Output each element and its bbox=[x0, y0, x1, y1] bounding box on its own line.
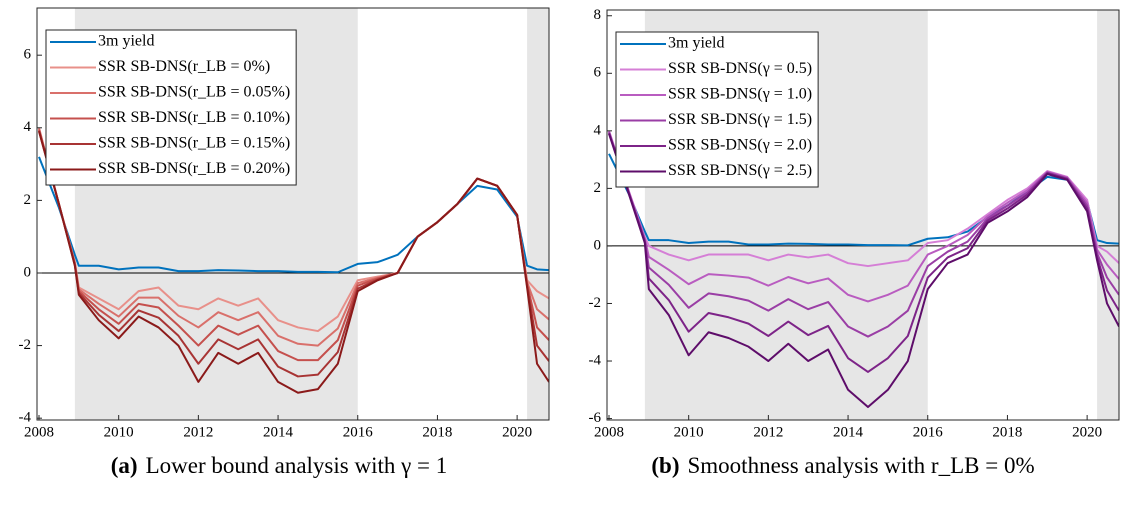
legend-label: SSR SB-DNS(γ = 1.0) bbox=[668, 86, 812, 103]
x-tick-label: 2010 bbox=[674, 424, 704, 440]
axes-frame bbox=[606, 9, 1120, 421]
x-tick-label: 2020 bbox=[502, 424, 532, 440]
y-tick-label: 6 bbox=[24, 47, 32, 63]
legend-label: SSR SB-DNS(r_LB = 0.05%) bbox=[98, 84, 290, 101]
legend: 3m yield SSR SB-DNS(r_LB = 0%) SSR SB-DNS(… bbox=[45, 29, 297, 186]
y-tick-label: 2 bbox=[594, 180, 602, 196]
legend-label: SSR SB-DNS(γ = 0.5) bbox=[668, 60, 812, 77]
y-tick-label: 0 bbox=[594, 237, 602, 253]
x-tick-label: 2012 bbox=[753, 424, 783, 440]
legend-box bbox=[615, 31, 819, 188]
x-tick-label: 2008 bbox=[24, 424, 54, 440]
series-line bbox=[38, 156, 549, 274]
y-tick-label: -4 bbox=[589, 352, 602, 368]
legend-label: SSR SB-DNS(γ = 1.5) bbox=[668, 111, 812, 128]
x-tick-label: 2016 bbox=[913, 424, 944, 440]
caption-text: Lower bound analysis with γ = 1 bbox=[146, 453, 448, 478]
legend-label: SSR SB-DNS(γ = 2.0) bbox=[668, 137, 812, 154]
x-tick-label: 2018 bbox=[992, 424, 1022, 440]
x-tick-label: 2014 bbox=[833, 424, 864, 440]
legend-label: SSR SB-DNS(r_LB = 0.15%) bbox=[98, 135, 290, 152]
x-tick-label: 2010 bbox=[104, 424, 134, 440]
series-line bbox=[608, 133, 1119, 409]
y-tick-label: 4 bbox=[24, 119, 32, 135]
y-tick-label: 6 bbox=[594, 65, 602, 81]
legend-label: SSR SB-DNS(γ = 2.5) bbox=[668, 162, 812, 179]
y-tick-label: -4 bbox=[19, 410, 32, 426]
legend: 3m yield SSR SB-DNS(γ = 0.5) SSR SB-DNS(γ … bbox=[615, 31, 819, 188]
x-tick-label: 2012 bbox=[183, 424, 213, 440]
caption: (b) Smoothness analysis with r_LB = 0% bbox=[651, 453, 1034, 478]
x-tick-label: 2018 bbox=[422, 424, 452, 440]
x-tick-label: 2020 bbox=[1072, 424, 1102, 440]
legend-label: SSR SB-DNS(r_LB = 0.10%) bbox=[98, 109, 290, 126]
y-tick-label: -6 bbox=[589, 410, 602, 426]
legend-label: 3m yield bbox=[98, 33, 154, 50]
series-line bbox=[38, 131, 549, 394]
y-tick-label: 0 bbox=[24, 264, 32, 280]
x-tick-label: 2008 bbox=[594, 424, 624, 440]
caption: (a) Lower bound analysis with γ = 1 bbox=[111, 453, 447, 478]
legend-label: SSR SB-DNS(r_LB = 0.20%) bbox=[98, 160, 290, 177]
legend-label: 3m yield bbox=[668, 35, 724, 52]
shaded-region bbox=[1097, 10, 1119, 420]
y-tick-label: -2 bbox=[19, 337, 32, 353]
y-tick-label: 2 bbox=[24, 192, 32, 208]
x-tick-label: 2014 bbox=[263, 424, 294, 440]
y-tick-label: 8 bbox=[594, 7, 602, 23]
y-tick-label: -2 bbox=[589, 295, 602, 311]
legend-box bbox=[45, 29, 297, 186]
legend-label: SSR SB-DNS(r_LB = 0%) bbox=[98, 58, 270, 75]
caption-label: (a) bbox=[111, 453, 138, 478]
caption-label: (b) bbox=[651, 453, 679, 478]
x-tick-label: 2016 bbox=[343, 424, 374, 440]
caption-text: Smoothness analysis with r_LB = 0% bbox=[688, 453, 1035, 478]
axes-frame bbox=[36, 7, 550, 421]
y-tick-label: 4 bbox=[594, 122, 602, 138]
series-line bbox=[608, 153, 1119, 247]
